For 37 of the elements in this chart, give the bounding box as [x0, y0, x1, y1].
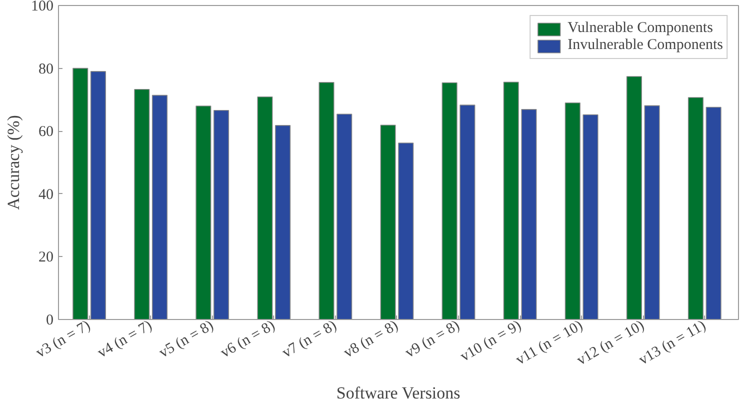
bar [688, 97, 704, 320]
x-axis-title: Software Versions [336, 384, 460, 403]
legend-label: Invulnerable Components [568, 37, 723, 54]
x-tick-label: v7 (n = 8) [280, 318, 340, 362]
x-tick-label: v4 (n = 7) [95, 318, 155, 362]
y-tick-label: 100 [31, 0, 54, 14]
bar [152, 94, 168, 320]
bar [213, 110, 230, 320]
bar [134, 88, 150, 320]
x-tick-label: v6 (n = 8) [218, 318, 278, 362]
bar [257, 96, 273, 320]
bar [318, 82, 334, 320]
y-tick-label: 0 [46, 312, 54, 328]
bar [564, 102, 580, 320]
bar [706, 106, 722, 320]
bar [380, 124, 396, 320]
bar [196, 106, 212, 320]
bar [275, 125, 291, 320]
bar [90, 71, 106, 320]
bar [442, 82, 458, 320]
bar [503, 82, 519, 320]
x-tick-label: v5 (n = 8) [156, 318, 216, 362]
y-tick-label: 60 [38, 124, 54, 140]
y-tick-label: 80 [38, 61, 54, 78]
bar [398, 142, 414, 320]
bar [626, 76, 642, 320]
legend-label: Vulnerable Components [568, 20, 713, 37]
bar [582, 114, 598, 320]
x-tick-label: v8 (n = 8) [341, 318, 401, 362]
bar [521, 109, 537, 320]
y-axis-title: Accuracy (%) [4, 115, 23, 210]
y-tick-label: 40 [38, 186, 54, 203]
y-tick-label: 20 [38, 250, 54, 266]
bar [336, 114, 352, 320]
bar [644, 105, 660, 320]
bar [460, 104, 476, 320]
bar [72, 68, 88, 320]
